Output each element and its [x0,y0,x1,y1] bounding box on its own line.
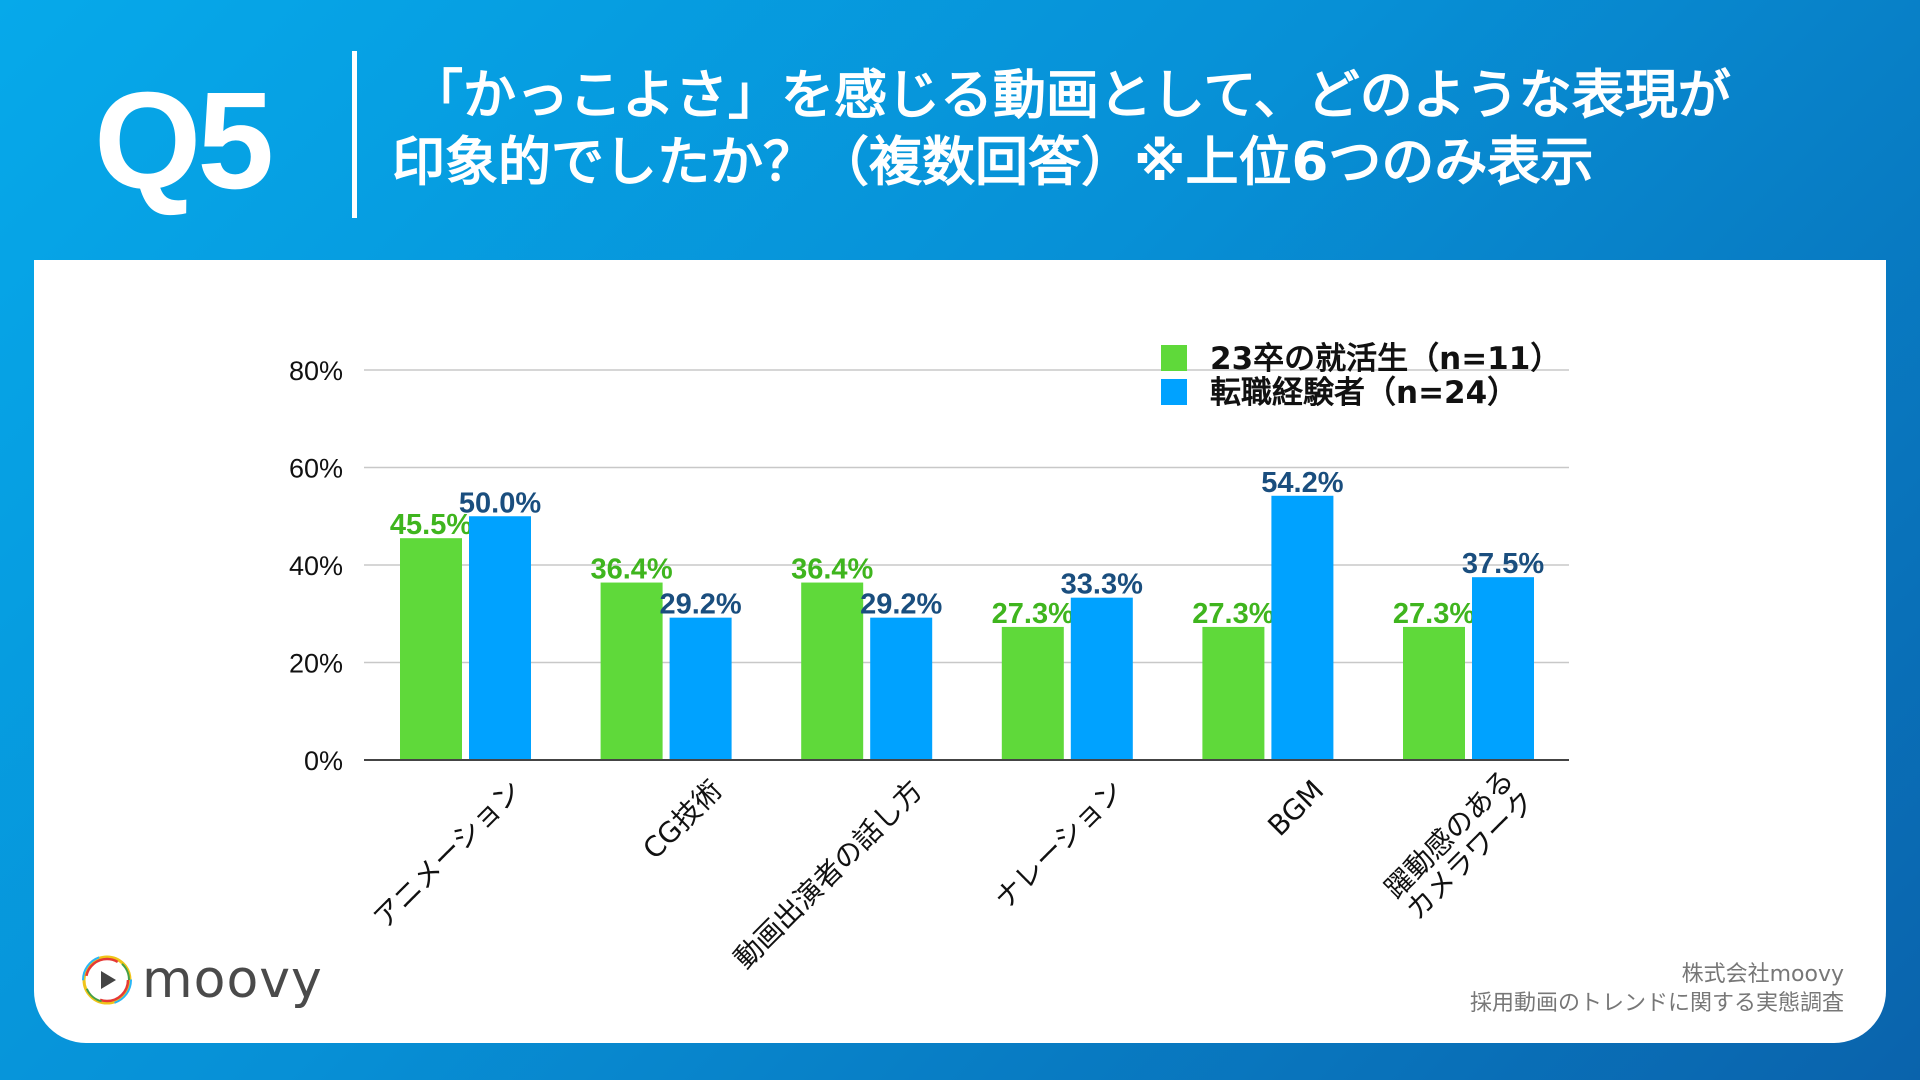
legend-swatch [1161,345,1187,371]
data-label: 36.4% [590,554,672,586]
bar-job-changer [1070,597,1133,760]
y-tick-label: 60% [289,454,343,484]
bar-new-grad [801,582,864,760]
x-tick-label: アニメーション [367,774,528,935]
bar-job-changer [870,617,933,760]
bar-job-changer [669,617,732,760]
data-label: 37.5% [1462,548,1544,580]
credit-survey: 採用動画のトレンドに関する実態調査 [1469,991,1844,1016]
bar-job-changer [1472,577,1534,760]
data-label: 54.2% [1261,467,1343,499]
bar-new-grad [600,582,663,760]
x-tick-label: CG技術 [636,774,728,866]
legend-label: 転職経験者（n=24） [1210,375,1518,411]
data-label: 29.2% [659,589,741,621]
credit: 株式会社moovy 採用動画のトレンドに関する実態調査 [1470,960,1844,1018]
data-label: 27.3% [992,598,1074,630]
x-tick-label: BGM [1261,774,1330,843]
bar-new-grad [1001,626,1064,760]
credit-company: 株式会社moovy [1681,962,1844,987]
bar-new-grad [1403,626,1465,760]
moovy-logo: moovy [80,950,323,1010]
bar-job-changer [1271,495,1334,760]
x-tick-label: 動画出演者の話し方 [728,774,930,976]
data-label: 27.3% [1192,598,1274,630]
logo-text: moovy [142,950,323,1010]
data-label: 36.4% [791,554,873,586]
y-tick-label: 80% [289,356,343,386]
legend-label: 23卒の就活生（n=11） [1210,341,1561,377]
y-tick-label: 20% [289,649,343,679]
legend-swatch [1161,379,1187,405]
y-tick-label: 0% [304,746,343,776]
data-label: 33.3% [1061,569,1143,601]
bar-job-changer [469,516,531,760]
y-tick-label: 40% [289,551,343,581]
question-number: Q5 [94,64,274,218]
title-line-2: 印象的でしたか？（複数回答）※上位6つのみ表示 [392,132,1594,193]
x-tick-label: ナレーション [988,774,1130,916]
data-label: 29.2% [860,589,942,621]
chart-card [34,260,1886,1043]
play-circle-icon [82,955,132,1005]
page-title: 「かっこよさ」を感じる動画として、どのような表現が 印象的でしたか？（複数回答）… [392,62,1731,196]
bar-new-grad [1202,626,1265,760]
bar-new-grad [400,538,462,760]
data-label: 27.3% [1393,598,1475,630]
title-line-1: 「かっこよさ」を感じる動画として、どのような表現が [410,65,1731,126]
data-label: 50.0% [459,487,541,519]
data-label: 45.5% [390,509,472,541]
divider [352,51,357,218]
